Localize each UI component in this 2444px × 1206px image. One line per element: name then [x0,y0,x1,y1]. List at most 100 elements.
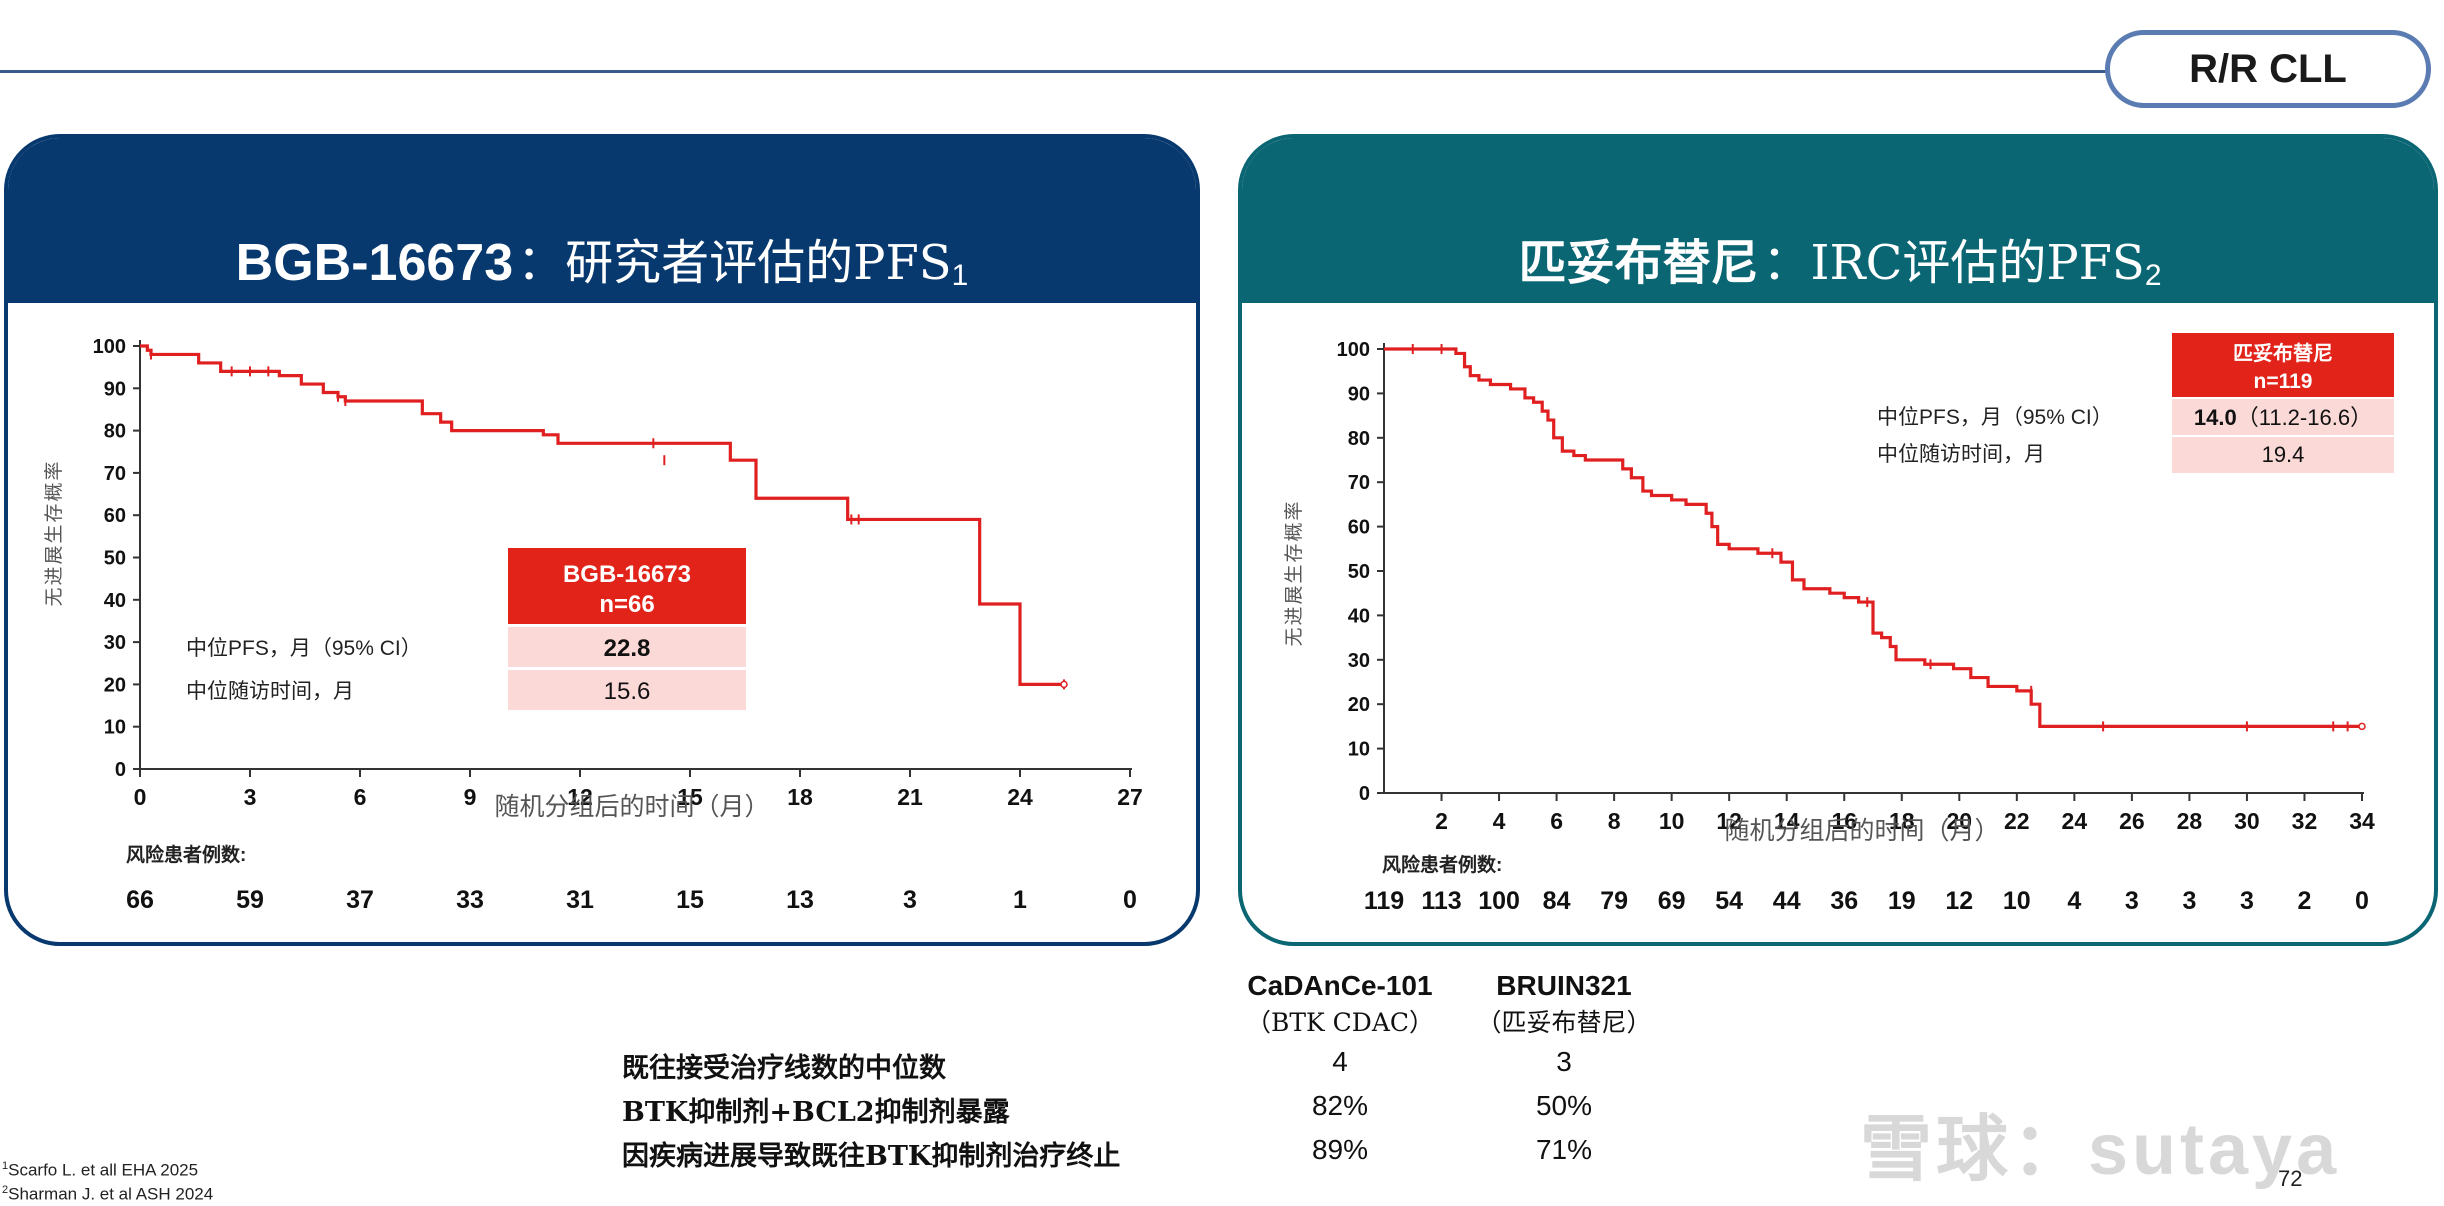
left-y-tick-label: 20 [104,674,126,696]
left-risk-count: 1 [1013,886,1027,914]
right-row2-label: 中位随访时间，月 [1877,443,2045,466]
right-risk-count: 84 [1543,887,1571,915]
right-x-tick-label: 30 [2234,808,2260,834]
left-row2-cell [508,670,746,710]
footnote-1: 1Scarfo L. et all EHA 2025 [2,1160,198,1181]
right-y-tick-label: 40 [1348,605,1370,627]
right-panel-title: 匹妥布替尼 ：IRC评估的PFS 2 [1242,138,2434,303]
footnote-1-text: Scarfo L. et all EHA 2025 [8,1160,199,1180]
left-y-tick-label: 10 [104,717,126,739]
left-x-tick-label: 27 [1117,784,1143,810]
left-y-tick-label: 0 [115,759,126,781]
left-title-bold: BGB-16673 [235,234,514,292]
right-y-tick-label: 90 [1348,383,1370,405]
right-x-tick-label: 16 [1831,808,1857,834]
right-km-curve [1384,347,2362,728]
left-km-curve [140,344,1064,686]
right-x-tick-label: 12 [1716,808,1742,834]
right-x-tick-label: 28 [2177,808,2203,834]
left-y-tick-label: 70 [104,463,126,485]
right-row2-value: 19.4 [2262,442,2305,467]
cmp-row1-label: 既往接受治疗线数的中位数 [622,1053,946,1084]
watermark: 雪球：sutaya [1860,1110,2341,1190]
right-risk-count: 100 [1478,887,1520,915]
left-x-tick-label: 18 [787,784,813,810]
right-y-tick-label: 50 [1348,561,1370,583]
left-y-tick-label: 40 [104,590,126,612]
right-title-rest: ：IRC评估的PFS [1762,235,2145,291]
right-x-tick-label: 32 [2292,808,2318,834]
left-row1-value: 22.8 [604,635,651,662]
right-risk-count: 3 [2182,887,2196,915]
left-y-axis-label: 无进展生存概率 [43,459,65,606]
right-x-tick-label: 8 [1608,808,1621,834]
right-y-axis-label: 无进展生存概率 [1283,499,1305,646]
left-x-tick-label: 12 [567,784,593,810]
right-x-tick-label: 26 [2119,808,2145,834]
cmp-row1-v2: 3 [1556,1046,1572,1077]
cmp-col2-sub: （匹妥布替尼） [1476,1008,1652,1037]
left-y-tick-label: 90 [104,378,126,400]
header-rule [0,70,2110,73]
right-risk-count: 3 [2240,887,2254,915]
footnote-2-sup: 2 [2,1184,9,1196]
disease-tag: R/R CLL [2105,30,2431,108]
left-row1-cell [508,627,746,667]
right-risk-count: 10 [2003,887,2031,915]
footnote-2: 2Sharman J. et al ASH 2024 [2,1184,213,1205]
left-x-tick-label: 24 [1007,784,1033,810]
right-risk-count: 4 [2067,887,2081,915]
right-risk-count: 79 [1600,887,1628,915]
left-legend-header [508,548,746,624]
right-risk-count: 69 [1658,887,1686,915]
right-y-tick-label: 70 [1348,472,1370,494]
left-title-rest: ：研究者评估的PFS [517,235,952,291]
right-x-tick-label: 6 [1550,808,1563,834]
right-title-bold: 匹妥布替尼 [1518,235,1759,291]
left-y-tick-label: 30 [104,632,126,654]
left-legend-name: BGB-16673 [563,561,691,588]
left-risk-count: 59 [236,886,264,914]
right-risk-count: 2 [2298,887,2312,915]
left-legend-n: n=66 [599,591,654,618]
right-y-tick-label: 60 [1348,517,1370,539]
right-row2-cell [2172,437,2394,473]
page-number: 72 [2278,1166,2303,1191]
left-x-tick-label: 21 [897,784,923,810]
right-y-tick-label: 100 [1337,339,1370,361]
left-x-tick-label: 0 [134,784,147,810]
cmp-row2-v2: 50% [1535,1090,1593,1121]
right-row1-value-rest: （11.2-16.6） [2237,405,2372,430]
right-x-tick-label: 18 [1889,808,1915,834]
right-x-tick-label: 14 [1774,808,1800,834]
cmp-row2-v1: 82% [1311,1090,1369,1121]
right-risk-count: 19 [1888,887,1916,915]
left-y-tick-label: 50 [104,548,126,570]
left-panel-title: BGB-16673 ：研究者评估的PFS 1 [8,138,1196,303]
right-risk-count: 113 [1421,887,1461,915]
right-y-tick-label: 0 [1359,783,1370,805]
right-x-tick-label: 20 [1946,808,1972,834]
left-risk-count: 0 [1123,886,1137,914]
right-risk-count: 3 [2125,887,2139,915]
right-row1-value-bold: 14.0 [2194,405,2237,430]
left-y-tick-label: 60 [104,505,126,527]
left-x-tick-label: 6 [354,784,367,810]
right-row1-cell [2172,399,2394,435]
cmp-row2-label: BTK抑制剂+BCL2抑制剂暴露 [622,1097,1010,1128]
right-title-sup: 2 [2144,259,2162,292]
left-title-sup: 1 [951,259,969,292]
left-risk-count: 13 [786,886,814,914]
left-y-tick-label: 100 [93,336,126,358]
left-risk-count: 31 [566,886,594,914]
left-row1-label: 中位PFS，月（95% CI） [186,637,422,660]
left-curve-end [1060,680,1068,689]
left-risk-count: 3 [903,886,917,914]
left-risk-label: 风险患者例数: [126,843,246,866]
left-y-tick-label: 80 [104,421,126,443]
right-risk-count: 44 [1773,887,1801,915]
right-x-tick-label: 2 [1435,808,1448,834]
left-x-axis-label: 随机分组后的时间（月） [494,793,769,821]
